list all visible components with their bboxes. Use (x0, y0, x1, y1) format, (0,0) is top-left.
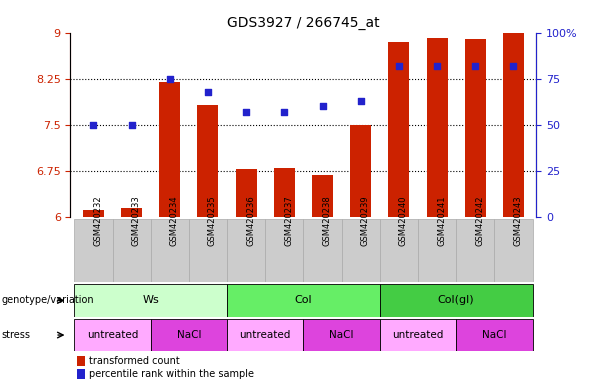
Point (127, 122, 137, 128)
Text: GSM420237: GSM420237 (284, 195, 294, 246)
Text: Col(gl): Col(gl) (438, 295, 474, 306)
Bar (494, 219, 533, 282)
Text: untreated: untreated (87, 330, 138, 340)
Text: GSM420239: GSM420239 (360, 195, 370, 246)
Point (318, 103, 327, 109)
Text: NaCl: NaCl (482, 330, 506, 340)
Bar (151, 319, 227, 351)
Text: Col: Col (295, 295, 312, 306)
Text: untreated: untreated (392, 330, 444, 340)
Text: untreated: untreated (240, 330, 291, 340)
Bar (113, 219, 151, 282)
Title: GDS3927 / 266745_at: GDS3927 / 266745_at (227, 16, 379, 30)
Bar (235, 169, 257, 217)
Bar (227, 219, 265, 282)
Text: Ws: Ws (142, 295, 159, 306)
Bar (341, 219, 380, 282)
Bar (427, 38, 447, 217)
Text: GSM420242: GSM420242 (475, 195, 484, 246)
Point (432, 63, 442, 69)
Point (470, 63, 480, 69)
Bar (159, 82, 180, 217)
Text: GSM420236: GSM420236 (246, 195, 255, 246)
Bar (303, 319, 380, 351)
Text: GSM420241: GSM420241 (437, 195, 446, 246)
Bar (380, 284, 533, 317)
Point (509, 63, 519, 69)
Text: GSM420233: GSM420233 (132, 195, 140, 246)
Bar (380, 219, 418, 282)
Text: GSM420234: GSM420234 (170, 195, 179, 246)
Point (88, 122, 98, 128)
Text: GSM420240: GSM420240 (399, 195, 408, 246)
Bar (77, 369, 85, 379)
Bar (465, 39, 485, 217)
Bar (312, 175, 333, 217)
Bar (274, 169, 295, 217)
Text: GSM420238: GSM420238 (322, 195, 332, 246)
Point (203, 89, 213, 95)
Bar (189, 219, 227, 282)
Bar (380, 319, 456, 351)
Text: genotype/variation: genotype/variation (1, 295, 94, 306)
Bar (74, 319, 151, 351)
Bar (74, 219, 113, 282)
Bar (350, 125, 371, 217)
Bar (83, 210, 104, 217)
Text: NaCl: NaCl (177, 330, 201, 340)
Bar (265, 219, 303, 282)
Bar (151, 219, 189, 282)
Bar (227, 284, 380, 317)
Bar (77, 356, 85, 366)
Bar (227, 319, 303, 351)
Point (165, 76, 175, 82)
Bar (503, 33, 524, 217)
Point (280, 109, 289, 115)
Bar (418, 219, 456, 282)
Point (242, 109, 251, 115)
Text: stress: stress (1, 330, 30, 340)
Bar (456, 219, 494, 282)
Bar (197, 104, 218, 217)
Text: GSM420235: GSM420235 (208, 195, 217, 246)
Bar (74, 284, 227, 317)
Text: GSM420232: GSM420232 (93, 195, 102, 246)
Text: NaCl: NaCl (329, 330, 354, 340)
Text: percentile rank within the sample: percentile rank within the sample (89, 369, 254, 379)
Text: transformed count: transformed count (89, 356, 180, 366)
Bar (456, 319, 533, 351)
Bar (303, 219, 341, 282)
Bar (121, 208, 142, 217)
Text: GSM420243: GSM420243 (514, 195, 522, 246)
Point (394, 63, 404, 69)
Point (356, 98, 365, 104)
Bar (389, 43, 409, 217)
